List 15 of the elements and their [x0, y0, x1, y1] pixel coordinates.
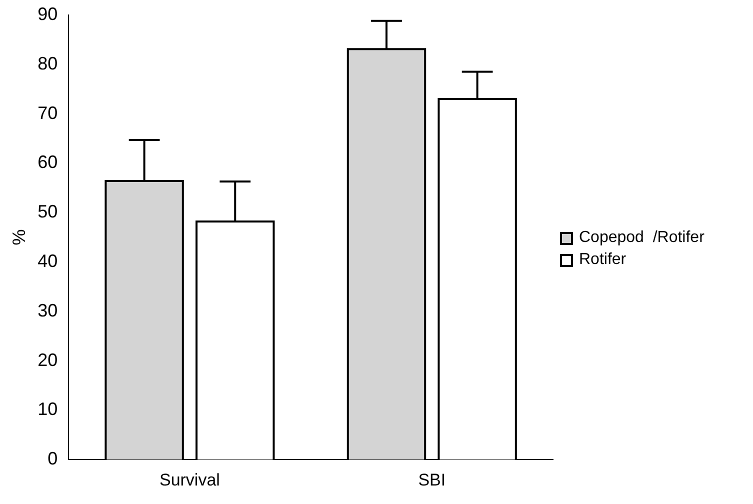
text: Rotifer — [579, 251, 626, 269]
y-tick-label: 60 — [38, 152, 58, 172]
y-tick-label: 10 — [38, 399, 58, 420]
x-tick-label: Survival — [159, 470, 220, 490]
y-tick-label: 50 — [38, 202, 58, 222]
y-axis-title: % — [8, 229, 29, 246]
x-tick-label: SBI — [418, 470, 446, 490]
y-tick-label: 20 — [38, 350, 58, 370]
y-tick-label: 90 — [38, 4, 58, 24]
y-tick-label: 80 — [38, 53, 58, 74]
y-tick-label: 0 — [48, 448, 58, 469]
y-tick-label: 30 — [38, 300, 58, 320]
y-tick-label: 40 — [38, 250, 58, 271]
y-tick-label: 70 — [38, 102, 58, 123]
legend-label: Copepod /Rotifer — [579, 229, 704, 247]
